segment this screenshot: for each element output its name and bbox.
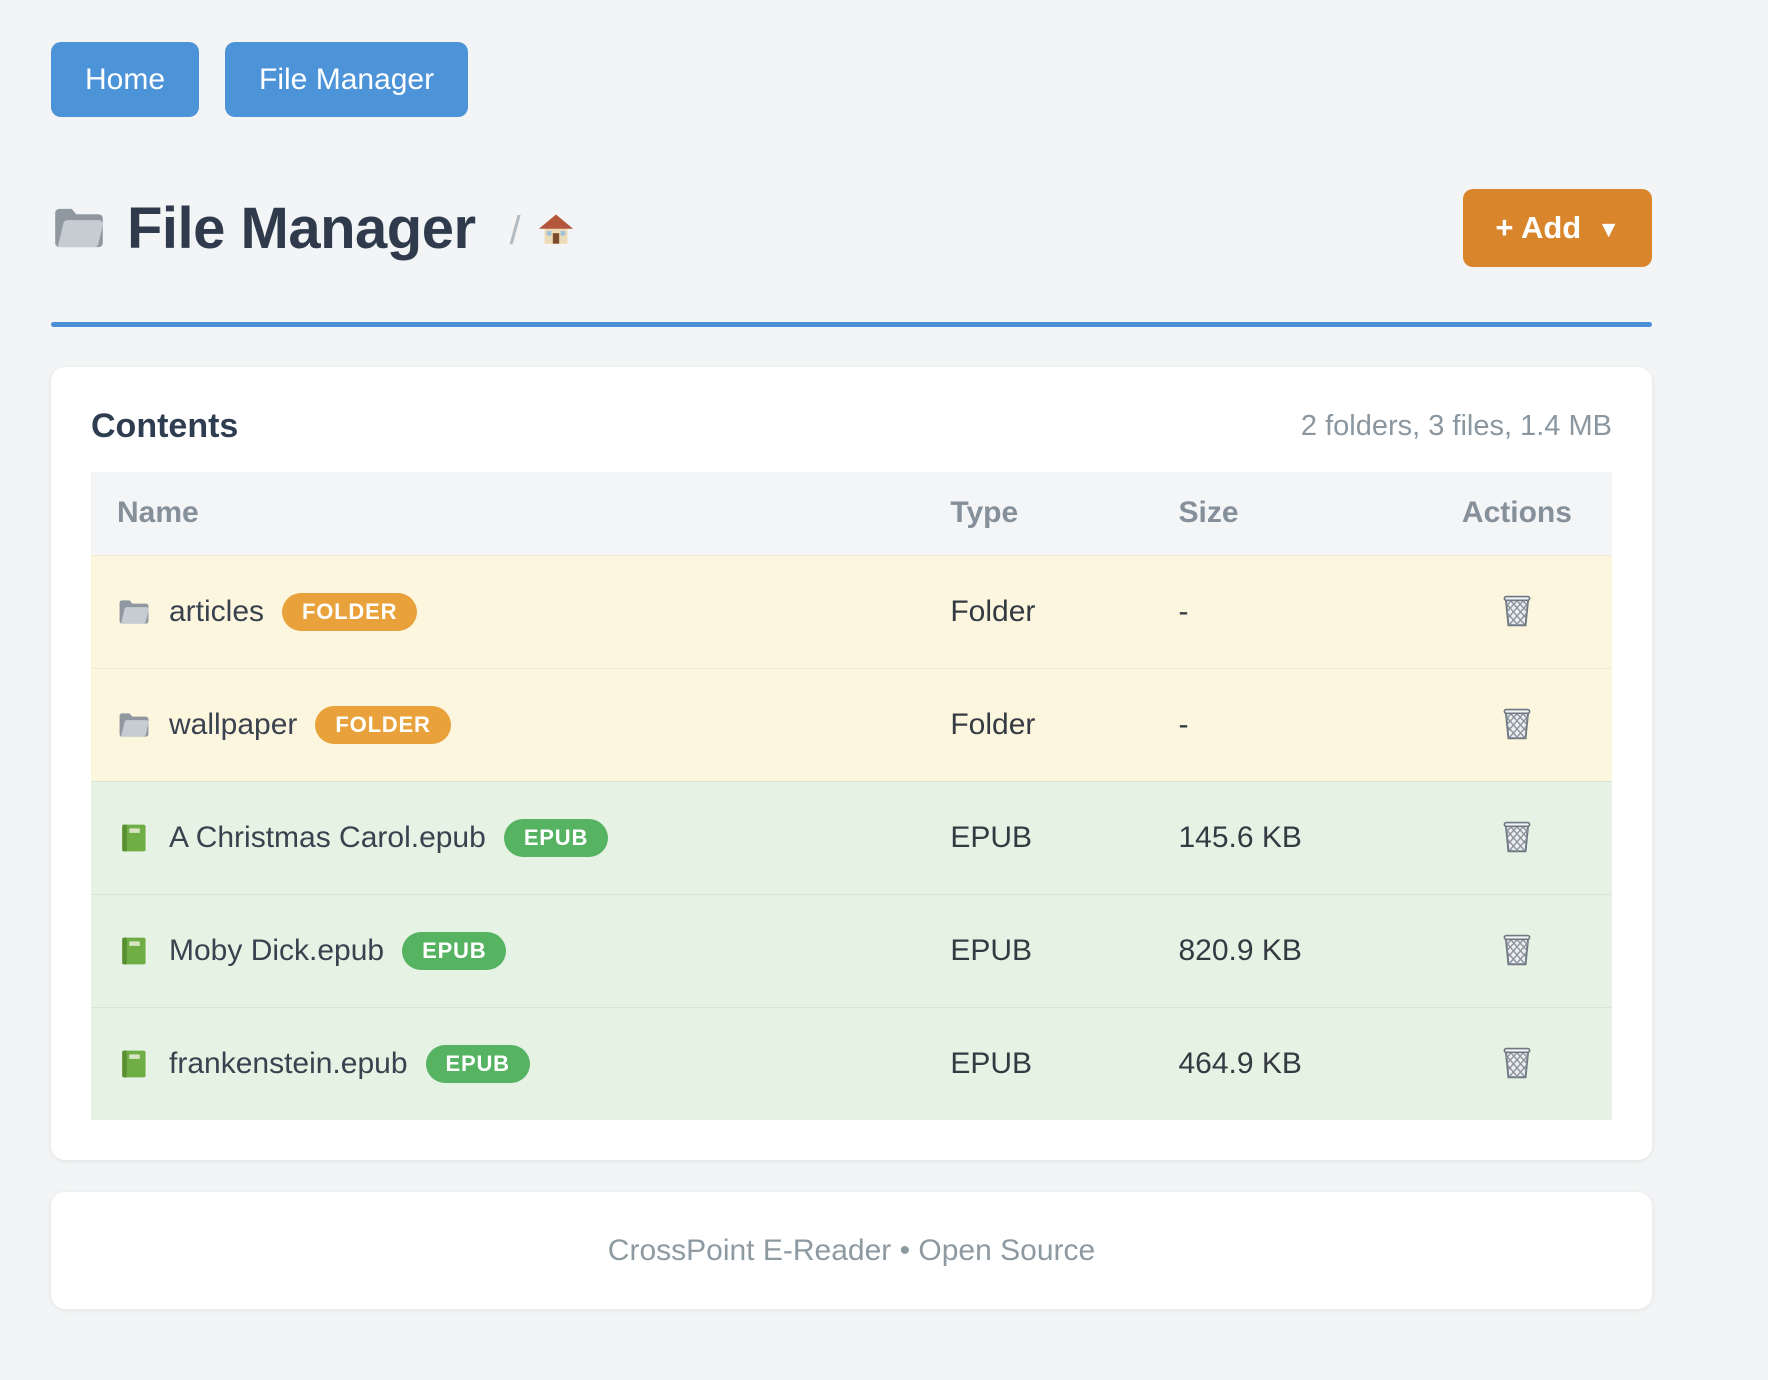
column-header-size: Size [1178,472,1422,555]
top-nav: Home File Manager [51,42,1652,117]
page-header: File Manager / + Add ▼ [51,189,1652,267]
item-type: EPUB [950,780,1179,894]
page-title: File Manager [127,195,476,261]
add-button-label: + Add [1495,210,1582,245]
header-divider [51,322,1652,327]
add-button[interactable]: + Add ▼ [1463,189,1652,267]
home-nav-button[interactable]: Home [51,42,200,117]
item-size: 820.9 KB [1178,893,1422,1007]
folder-badge: FOLDER [315,705,451,744]
breadcrumb-home-link[interactable] [537,212,575,250]
trash-icon [1499,816,1535,855]
title-group: File Manager / [51,195,575,262]
item-name-link[interactable]: A Christmas Carol.epub [169,820,486,854]
item-size: - [1178,554,1422,668]
footer-text: CrossPoint E-Reader • Open Source [607,1233,1096,1267]
delete-button[interactable] [1495,925,1539,972]
column-header-actions: Actions [1421,472,1612,555]
item-size: 464.9 KB [1178,1006,1422,1120]
epub-badge: EPUB [503,818,609,857]
folder-icon [117,709,151,741]
book-icon [117,1048,151,1080]
item-name-link[interactable]: articles [169,594,265,628]
file-table: Name Type Size Actions articles FOLDER [91,472,1612,1120]
contents-card-header: Contents 2 folders, 3 files, 1.4 MB [91,407,1612,446]
trash-icon [1499,929,1535,968]
book-icon [117,822,151,854]
item-type: EPUB [950,893,1179,1007]
folder-badge: FOLDER [282,592,418,631]
epub-badge: EPUB [402,931,507,970]
item-type: EPUB [950,1006,1179,1120]
house-icon [537,212,575,250]
delete-button[interactable] [1495,586,1539,633]
contents-card: Contents 2 folders, 3 files, 1.4 MB Name… [51,367,1652,1160]
contents-title: Contents [91,407,239,445]
book-icon [117,935,151,967]
item-name-cell: wallpaper FOLDER [117,705,950,744]
table-row: articles FOLDER Folder - [91,554,1612,668]
item-name-cell: A Christmas Carol.epub EPUB [117,818,950,857]
column-header-name: Name [91,472,951,555]
item-name-link[interactable]: Moby Dick.epub [169,933,385,967]
table-row: frankenstein.epub EPUB EPUB 464.9 KB [91,1006,1612,1120]
contents-summary: 2 folders, 3 files, 1.4 MB [1300,410,1612,442]
file-manager-nav-button[interactable]: File Manager [225,42,469,117]
item-type: Folder [950,554,1179,668]
folder-icon [117,596,151,628]
item-name-cell: articles FOLDER [117,592,950,631]
breadcrumb-separator: / [509,208,521,253]
table-row: A Christmas Carol.epub EPUB EPUB 145.6 K… [91,780,1612,894]
trash-icon [1499,703,1535,742]
item-name-cell: Moby Dick.epub EPUB [117,931,950,970]
delete-button[interactable] [1495,812,1539,859]
table-row: wallpaper FOLDER Folder - [91,667,1612,781]
item-name-cell: frankenstein.epub EPUB [117,1044,950,1083]
item-type: Folder [950,667,1179,781]
footer: CrossPoint E-Reader • Open Source [51,1192,1652,1309]
delete-button[interactable] [1495,699,1539,746]
trash-icon [1499,1042,1535,1081]
folder-icon [51,203,107,253]
delete-button[interactable] [1495,1038,1539,1085]
column-header-type: Type [950,472,1179,555]
table-header-row: Name Type Size Actions [91,472,1612,555]
table-row: Moby Dick.epub EPUB EPUB 820.9 KB [91,893,1612,1007]
item-name-link[interactable]: frankenstein.epub [169,1046,408,1080]
item-size: - [1178,667,1422,781]
trash-icon [1499,590,1535,629]
epub-badge: EPUB [425,1044,530,1083]
chevron-down-icon: ▼ [1597,215,1620,242]
item-name-link[interactable]: wallpaper [169,707,298,741]
item-size: 145.6 KB [1178,780,1422,894]
